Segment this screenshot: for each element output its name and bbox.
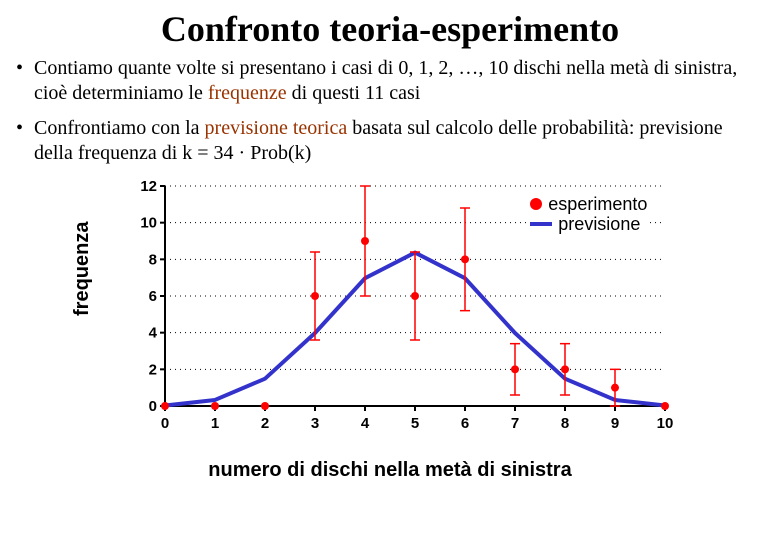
svg-text:2: 2 [261,415,269,432]
bullet-2: Confrontiamo con la previsione teorica b… [16,116,764,166]
bullet-1-highlight: frequenze [208,82,287,104]
svg-text:0: 0 [149,398,157,415]
svg-text:1: 1 [211,415,219,432]
legend-label: esperimento [548,194,647,215]
legend-row: previsione [530,214,647,234]
svg-text:6: 6 [149,288,157,305]
bullet-2-highlight: previsione teorica [205,117,348,139]
legend-marker-icon [530,198,542,210]
svg-text:6: 6 [461,415,469,432]
legend-row: esperimento [530,194,647,214]
svg-text:2: 2 [149,361,157,378]
chart-ylabel: frequenza [71,222,94,316]
svg-text:3: 3 [311,415,319,432]
chart-legend: esperimentoprevisione [530,194,647,234]
chart-container: frequenza 024681012012345678910 esperime… [85,176,695,476]
svg-text:12: 12 [140,178,157,195]
svg-text:8: 8 [149,251,157,268]
svg-text:0: 0 [161,415,169,432]
legend-line-icon [530,222,552,226]
svg-text:9: 9 [611,415,619,432]
svg-text:10: 10 [140,215,157,232]
svg-text:4: 4 [361,415,370,432]
legend-label: previsione [558,214,640,235]
svg-text:8: 8 [561,415,569,432]
bullet-1-post: di questi 11 casi [287,82,421,104]
bullet-1: Contiamo quante volte si presentano i ca… [16,56,764,106]
bullet-2-pre: Confrontiamo con la [34,117,205,139]
svg-text:5: 5 [411,415,419,432]
svg-text:10: 10 [657,415,674,432]
svg-text:7: 7 [511,415,519,432]
chart-xlabel: numero di dischi nella metà di sinistra [85,459,695,482]
slide-title: Confronto teoria-esperimento [16,8,764,50]
svg-text:4: 4 [149,325,158,342]
